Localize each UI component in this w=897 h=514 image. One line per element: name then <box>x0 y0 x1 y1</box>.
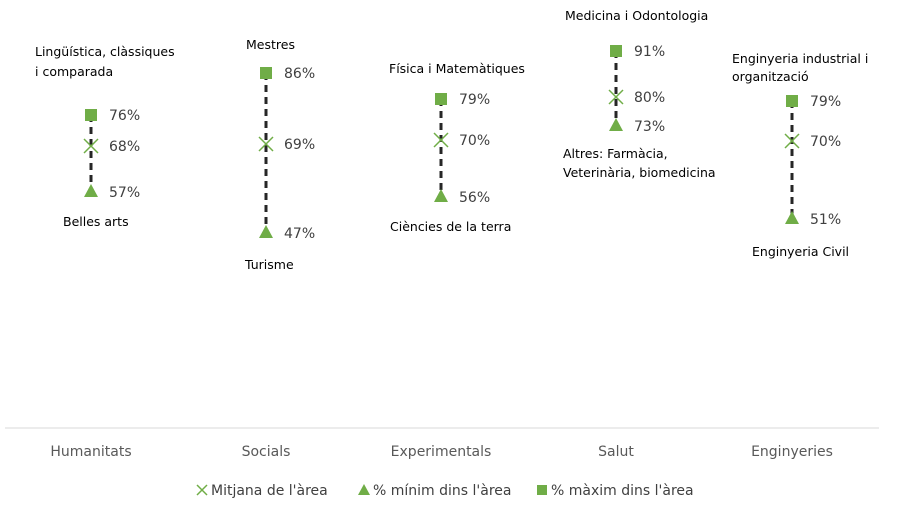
mean-point <box>608 89 624 105</box>
legend-label: % mínim dins l'àrea <box>373 483 511 499</box>
min-annotation: Belles arts <box>63 214 129 229</box>
max-value-label: 91% <box>634 44 665 60</box>
chart-marks: 76% 68% 57% Lingüística, clàssiques i compar… <box>35 8 868 272</box>
category-label: Socials <box>242 444 291 460</box>
max-annotation: Enginyeria industrial i <box>732 51 868 66</box>
min-value-label: 51% <box>810 212 841 228</box>
min-point <box>785 211 799 224</box>
category-labels: Humanitats Socials Experimentals Salut Engin… <box>50 444 833 460</box>
min-point <box>84 184 98 197</box>
min-point <box>609 118 623 131</box>
mean-value-label: 69% <box>284 137 315 153</box>
mean-point <box>83 138 99 154</box>
category-label: Humanitats <box>50 444 131 460</box>
category-group-0: 76% 68% 57% Lingüística, clàssiques i compar… <box>35 44 175 229</box>
legend-item: % mínim dins l'àrea <box>358 483 511 499</box>
min-annotation: Ciències de la terra <box>390 219 511 234</box>
mean-value-label: 70% <box>810 134 841 150</box>
max-annotation: Medicina i Odontologia <box>565 8 708 23</box>
min-value-label: 56% <box>459 190 490 206</box>
mean-value-label: 68% <box>109 139 140 155</box>
max-annotation: i comparada <box>35 64 113 79</box>
max-value-label: 76% <box>109 108 140 124</box>
max-value-label: 86% <box>284 66 315 82</box>
max-point <box>435 93 447 105</box>
legend-label: Mitjana de l'àrea <box>211 483 328 499</box>
min-value-label: 73% <box>634 119 665 135</box>
legend-label: % màxim dins l'àrea <box>551 483 694 499</box>
min-point <box>434 189 448 202</box>
max-point <box>85 109 97 121</box>
max-value-label: 79% <box>459 92 490 108</box>
min-annotation: Altres: Farmàcia, <box>563 146 668 161</box>
min-point <box>259 225 273 238</box>
max-annotation: Mestres <box>246 37 295 52</box>
legend-item: Mitjana de l'àrea <box>196 483 328 499</box>
legend-item: % màxim dins l'àrea <box>537 483 694 499</box>
max-value-label: 79% <box>810 94 841 110</box>
mean-point <box>433 132 449 148</box>
category-group-1: 86% 69% 47% Mestres Turisme <box>244 37 315 272</box>
category-group-3: 91% 80% 73% Medicina i Odontologia Altres: F… <box>563 8 716 180</box>
max-point <box>786 95 798 107</box>
mean-value-label: 70% <box>459 133 490 149</box>
max-annotation: Lingüística, clàssiques <box>35 44 175 59</box>
mean-point <box>258 136 274 152</box>
legend: Mitjana de l'àrea % mínim dins l'àrea % mà… <box>196 483 694 499</box>
category-label: Experimentals <box>391 444 492 460</box>
min-annotation: Turisme <box>244 257 294 272</box>
category-group-2: 79% 70% 56% Física i Matemàtiques Ciències d… <box>389 61 525 234</box>
max-annotation: Física i Matemàtiques <box>389 61 525 76</box>
min-value-label: 57% <box>109 185 140 201</box>
category-label: Enginyeries <box>751 444 833 460</box>
min-value-label: 47% <box>284 226 315 242</box>
category-group-4: 79% 70% 51% Enginyeria industrial i organitz… <box>732 51 868 259</box>
max-annotation: organització <box>732 69 809 84</box>
max-point <box>260 67 272 79</box>
max-point <box>610 45 622 57</box>
min-annotation: Enginyeria Civil <box>752 244 849 259</box>
mean-point <box>784 133 800 149</box>
min-annotation: Veterinària, biomedicina <box>563 165 716 180</box>
category-label: Salut <box>598 444 634 460</box>
mean-value-label: 80% <box>634 90 665 106</box>
